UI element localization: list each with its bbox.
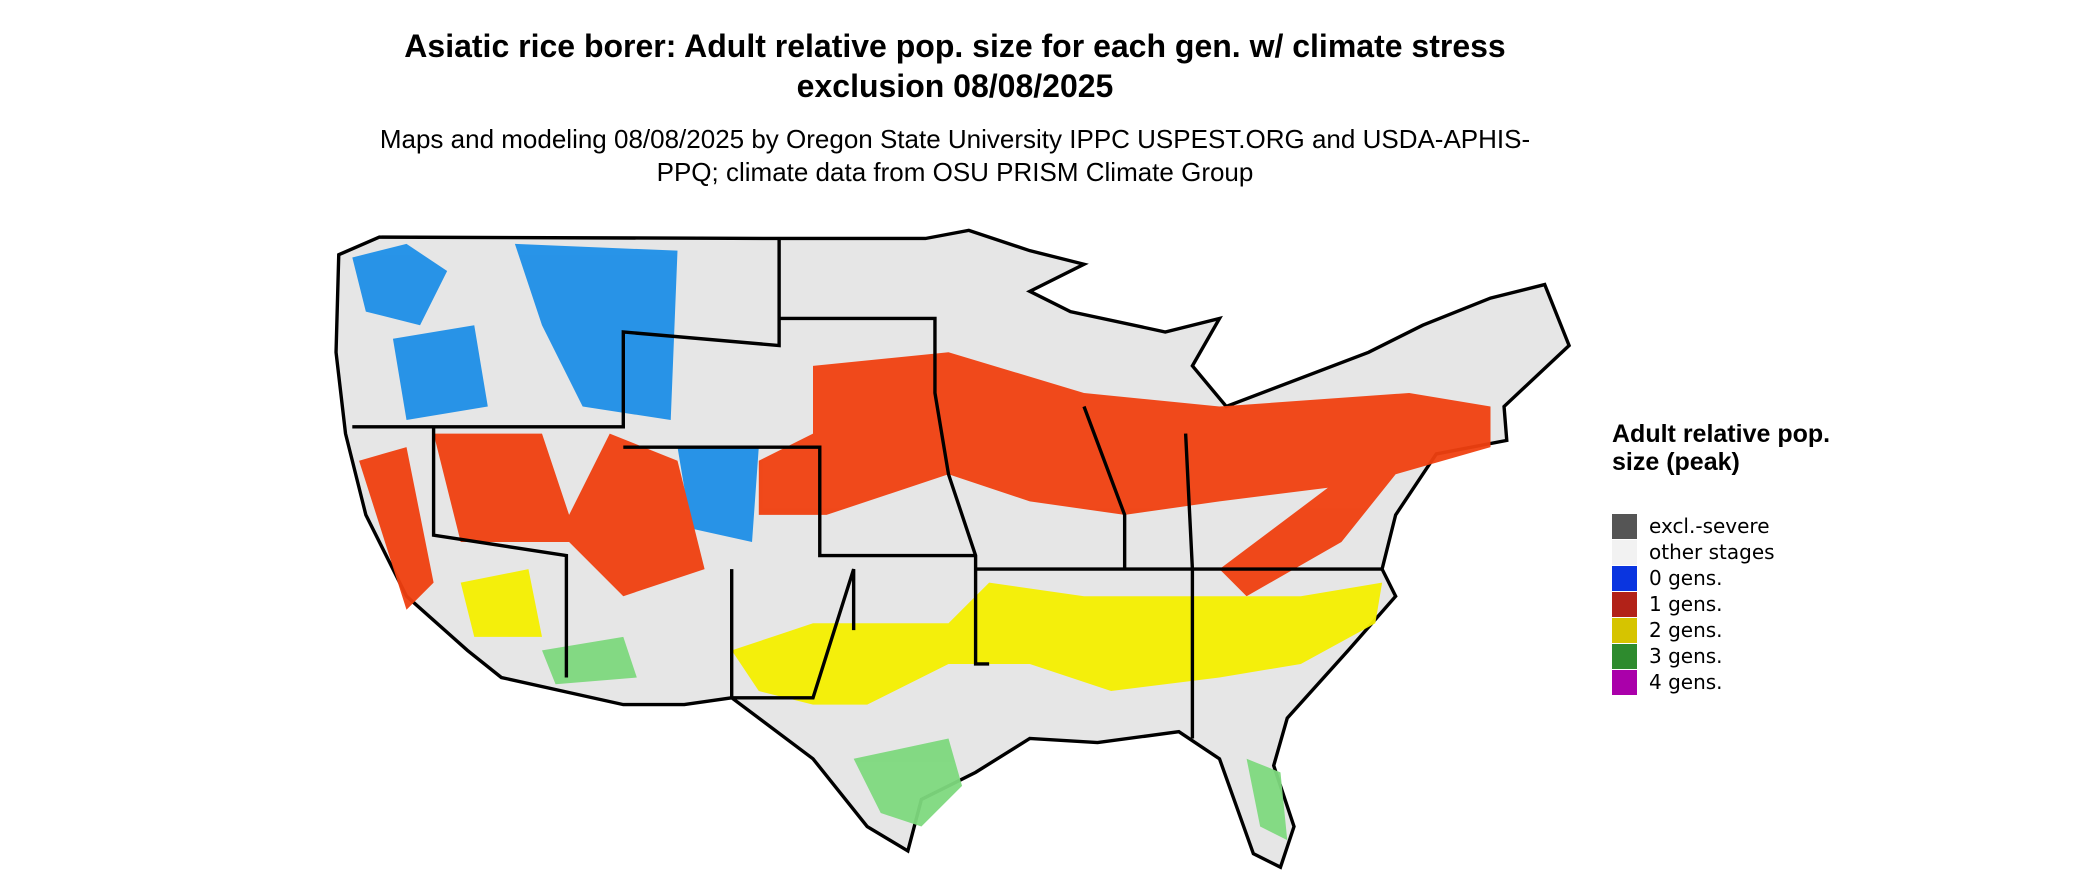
zone-3 — [542, 636, 1288, 841]
legend-item: 0 gens. — [1612, 565, 1775, 591]
legend-swatch — [1612, 643, 1637, 669]
legend-item: 4 gens. — [1612, 669, 1775, 695]
subtitle: Maps and modeling 08/08/2025 by Oregon S… — [379, 124, 1531, 187]
legend-item: 1 gens. — [1612, 591, 1775, 617]
legend-swatch — [1612, 565, 1637, 591]
legend-swatch — [1612, 669, 1637, 695]
us-map — [334, 228, 1572, 870]
legend-label: 1 gens. — [1649, 592, 1723, 616]
legend-title: Adult relative pop. size (peak) — [1612, 420, 1831, 476]
legend-label: 2 gens. — [1649, 618, 1723, 642]
legend-item: 2 gens. — [1612, 617, 1775, 643]
title: Asiatic rice borer: Adult relative pop. … — [404, 28, 1506, 104]
zone-0 — [352, 243, 759, 542]
legend: excl.-severe other stages 0 gens. 1 gens. 2 … — [1612, 513, 1775, 695]
legend-item: excl.-severe — [1612, 513, 1775, 539]
legend-label: 3 gens. — [1649, 644, 1723, 668]
legend-label: 4 gens. — [1649, 670, 1723, 694]
legend-swatch — [1612, 591, 1637, 617]
zone-2 — [460, 569, 1383, 705]
legend-label: other stages — [1649, 540, 1775, 564]
legend-swatch — [1612, 539, 1637, 565]
legend-item: other stages — [1612, 539, 1775, 565]
legend-swatch — [1612, 617, 1637, 643]
legend-label: 0 gens. — [1649, 566, 1723, 590]
zone-1 — [359, 352, 1491, 610]
legend-item: 3 gens. — [1612, 643, 1775, 669]
state-lines — [352, 238, 1383, 739]
zones — [352, 243, 1491, 841]
legend-label: excl.-severe — [1649, 514, 1770, 538]
legend-swatch — [1612, 513, 1637, 539]
